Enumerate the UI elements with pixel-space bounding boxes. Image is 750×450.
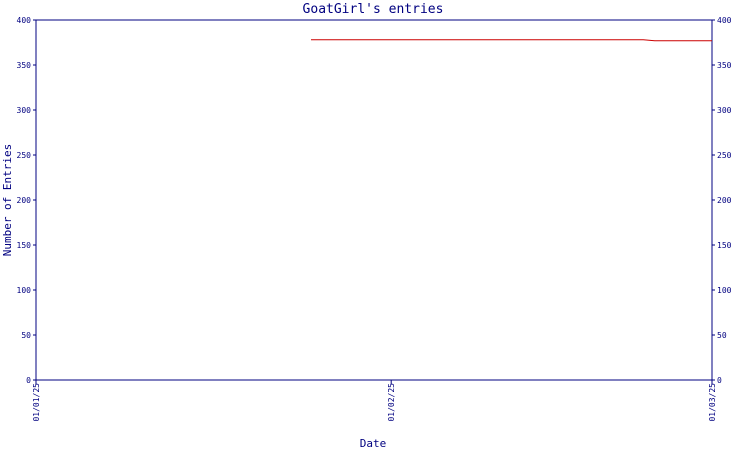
y-tick-label-left: 400	[17, 16, 32, 25]
y-tick-label-left: 300	[17, 106, 32, 115]
y-tick-label-left: 250	[17, 151, 32, 160]
y-tick-label-right: 400	[717, 16, 732, 25]
y-tick-label-left: 0	[26, 376, 31, 385]
y-tick-label-left: 150	[17, 241, 32, 250]
y-tick-label-right: 50	[717, 331, 727, 340]
series-layer	[310, 39, 712, 42]
y-tick-label-right: 350	[717, 61, 732, 70]
y-tick-label-left: 100	[17, 286, 32, 295]
x-tick-label: 01/02/25	[387, 383, 396, 422]
x-tick-label: 01/01/25	[32, 383, 41, 422]
y-tick-label-right: 100	[717, 286, 732, 295]
y-axis-label: Number of Entries	[1, 144, 14, 257]
series-line-0	[310, 39, 712, 42]
y-tick-label-right: 300	[717, 106, 732, 115]
y-tick-label-right: 150	[717, 241, 732, 250]
y-tick-label-left: 50	[21, 331, 31, 340]
y-tick-label-right: 0	[717, 376, 722, 385]
x-axis-label: Date	[360, 437, 387, 450]
x-axis-ticks: 01/01/25 01/02/25 01/03/25	[32, 380, 717, 422]
y-tick-label-left: 350	[17, 61, 32, 70]
x-tick-label: 01/03/25	[708, 383, 717, 422]
y-axis-ticks: 0 0 50 50 100 100 150 150 200 200 250 250 300 300 350 3…	[17, 16, 732, 385]
y-tick-label-right: 200	[717, 196, 732, 205]
y-tick-label-left: 200	[17, 196, 32, 205]
chart-title: GoatGirl's entries	[303, 2, 444, 17]
plot-frame	[35, 19, 713, 381]
y-tick-label-right: 250	[717, 151, 732, 160]
